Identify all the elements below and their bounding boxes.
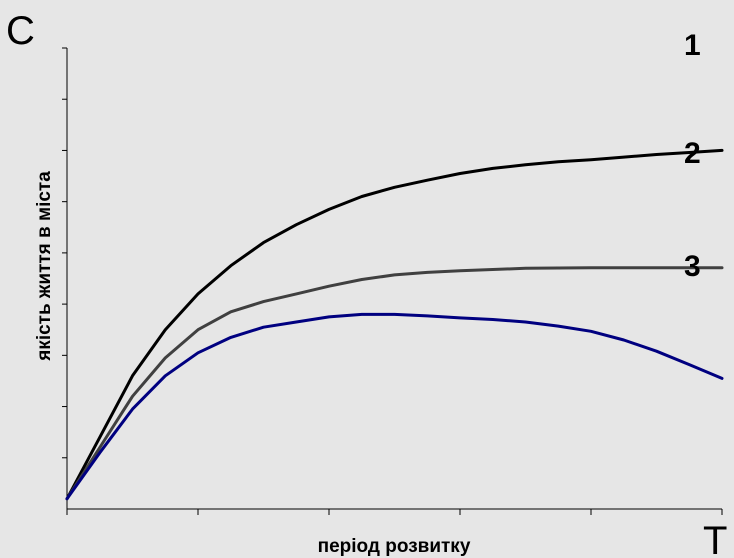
y-axis-letter: C: [6, 9, 35, 53]
series-label-3: 3: [684, 250, 701, 283]
y-axis-ticks: [62, 47, 67, 459]
series-lines: [65, 148, 724, 501]
x-axis-ticks: [66, 509, 723, 515]
series-line-3: [65, 312, 724, 501]
x-axis-title: період розвитку: [318, 536, 471, 557]
series-label-2: 2: [684, 137, 701, 170]
series-line-1: [65, 148, 724, 501]
y-axis-title: якість життя в міста: [34, 171, 55, 362]
series-line-2: [65, 266, 724, 501]
x-axis-letter: T: [703, 519, 727, 558]
series-label-1: 1: [684, 29, 701, 62]
